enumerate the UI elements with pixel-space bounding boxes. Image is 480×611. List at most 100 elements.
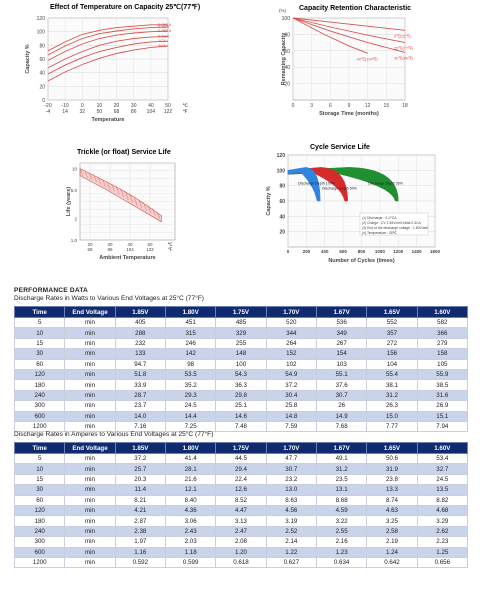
series-label: 30℃(86℉): [394, 56, 414, 60]
table-cell: 13.0: [265, 484, 317, 496]
table-cell: min: [64, 452, 116, 465]
table-cell: 2.62: [416, 525, 469, 538]
table-cell: 30: [13, 484, 66, 496]
table-cell: 54.9: [265, 368, 317, 381]
column-header: 1.80V: [164, 442, 217, 454]
table-cell: 21.6: [164, 473, 217, 486]
y-tick-label: 120: [277, 153, 286, 159]
y-unit-label: (%): [279, 8, 286, 13]
x-tick-label-c: 50: [147, 242, 153, 247]
capacity-retention-svg: Capacity Retention Characteristic (%) 20 40…: [279, 5, 414, 117]
table-cell: 38.1: [366, 379, 418, 391]
table-cell: 44.5: [215, 452, 267, 465]
temperature-capacity-chart: Effect of Temperature on Capacity 25℃(77…: [0, 0, 240, 135]
table-cell: 152: [265, 348, 317, 360]
amperes-table-body: 5 min 37.2 41.4 44.5 47.7 49.1 50.6 53.4 10 min 25.…: [13, 452, 469, 569]
x-tick-label-f: 68: [87, 247, 93, 252]
table-row: 1200 min 0.592 0.599 0.618 0.627 0.634 0.642 0.6…: [13, 556, 469, 569]
cycle-life-chart: Cycle Service Life 20 40 60 80 100 120 0 200 400 6…: [240, 140, 480, 270]
table-cell: 54.3: [215, 368, 267, 381]
note-line: (4) Temperature : 25℃: [362, 231, 397, 235]
table-cell: 53.5: [164, 368, 217, 381]
table-cell: 49.1: [315, 452, 368, 465]
hatch-line: [106, 181, 111, 191]
table-cell: 3.22: [315, 515, 368, 527]
table-cell: 300: [13, 400, 66, 412]
table-cell: 2.47: [215, 525, 267, 538]
note-line: (3) End of the discharge voltage : 1.80V…: [362, 226, 428, 230]
y-tick-label: 40: [39, 71, 45, 77]
table-cell: min: [64, 316, 116, 329]
table-cell: 0.642: [366, 556, 418, 569]
column-header: 1.75V: [215, 306, 267, 318]
table-row: 600 min 14.0 14.4 14.6 14.8 14.9 15.0 15.1: [13, 410, 469, 422]
table-cell: 232: [114, 337, 166, 350]
table-cell: 349: [315, 327, 368, 339]
table-cell: 103: [315, 358, 368, 370]
x-tick-label-f: 14: [62, 109, 68, 115]
hatch-line: [93, 174, 97, 183]
x-tick-label-f: 86: [131, 109, 137, 115]
table-cell: 104: [366, 358, 418, 370]
y-tick-label: 80: [284, 32, 290, 38]
table-cell: 0.618: [215, 556, 267, 569]
x-tick-label-f: 104: [126, 247, 134, 252]
table-cell: 10: [13, 463, 66, 475]
table-cell: min: [64, 494, 116, 506]
table-cell: 1.24: [366, 546, 418, 558]
table-cell: min: [64, 327, 116, 339]
table-cell: 552: [366, 316, 418, 329]
table-cell: 451: [164, 316, 217, 329]
note-line: (1) Discharge : 0.17CA: [362, 216, 397, 220]
table-cell: 158: [416, 348, 469, 360]
table-cell: 26.9: [416, 400, 469, 412]
table-cell: 0.634: [315, 556, 368, 569]
table-cell: 37.6: [315, 379, 368, 391]
table-cell: 15: [13, 473, 66, 486]
table-cell: 1.23: [315, 546, 368, 558]
table-cell: 50.6: [366, 452, 418, 465]
table-cell: 47.7: [265, 452, 317, 465]
table-cell: 8.82: [416, 494, 469, 506]
hatch-line: [152, 208, 156, 216]
table-cell: min: [64, 337, 116, 350]
x-tick-label: 200: [303, 249, 311, 254]
table-cell: 120: [13, 368, 66, 381]
table-cell: 240: [13, 525, 66, 538]
table-cell: 520: [265, 316, 317, 329]
table-cell: 0.627: [265, 556, 317, 569]
table-cell: 60: [13, 494, 66, 506]
table-cell: 7.68: [315, 420, 368, 433]
watts-table-caption: Discharge Rates in Watts to Various End …: [14, 295, 204, 302]
table-cell: 14.4: [164, 410, 217, 422]
x-tick-label-c: ℃: [167, 242, 173, 247]
hatch-line: [125, 191, 129, 200]
series-line: [47, 30, 169, 61]
y-tick-label: 5.0: [71, 188, 78, 193]
table-cell: 7.77: [366, 420, 418, 433]
column-header: 1.85V: [114, 442, 166, 454]
table-cell: 55.4: [366, 368, 418, 381]
hatch-line: [129, 193, 133, 203]
x-tick-label-f: -4: [46, 109, 51, 115]
table-cell: 1200: [13, 556, 66, 569]
x-tick-label-c: 0: [81, 103, 84, 109]
table-cell: min: [64, 556, 116, 569]
series-line: [292, 17, 406, 31]
table-cell: 38.5: [416, 379, 469, 391]
table-cell: 31.2: [366, 389, 418, 402]
table-cell: 3.29: [416, 515, 469, 527]
table-cell: 1.16: [114, 546, 166, 558]
table-cell: 582: [416, 316, 469, 329]
table-row: 600 min 1.16 1.18 1.20 1.22 1.23 1.24 1.25: [13, 546, 469, 558]
table-cell: 4.21: [114, 504, 166, 517]
column-header: 1.67V: [315, 442, 368, 454]
hatch-line: [102, 179, 106, 188]
series-line: [47, 24, 168, 52]
table-cell: 26: [315, 400, 368, 412]
table-cell: 0.599: [164, 556, 217, 569]
table-cell: 133: [114, 348, 166, 360]
table-cell: min: [64, 368, 116, 381]
chart-title: Effect of Temperature on Capacity 25℃(77…: [50, 3, 200, 11]
cycle-life-curve: [287, 167, 399, 202]
